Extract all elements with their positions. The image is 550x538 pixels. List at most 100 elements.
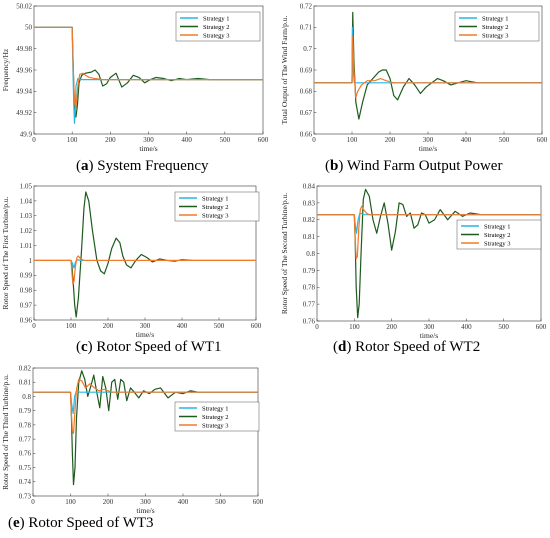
panel-b: 0 100 200 300 400 500 600 0.66 0.67 0.68 0.69 0.7 0.… (279, 0, 550, 180)
caption-c: (c) Rotor Speed of WT1 (76, 339, 222, 355)
caption-a: (a) System Frequency (76, 158, 209, 174)
x-tick-label: 0 (31, 498, 35, 506)
x-tick-label: 500 (499, 136, 510, 144)
y-tick-label: 0.79 (19, 407, 32, 415)
y-tick-label: 1.02 (20, 227, 33, 235)
series-line-3 (317, 205, 541, 260)
x-tick-label: 200 (385, 136, 396, 144)
legend-label-2: Strategy 2 (203, 24, 230, 31)
y-tick-label: 50.02 (16, 2, 32, 10)
panel-e: 0 100 200 300 400 500 600 0.73 0.74 0.75 0.76 0.77 0… (0, 360, 275, 538)
legend-label-1: Strategy 1 (484, 223, 511, 230)
x-axis-label: time/s (419, 144, 437, 153)
chart-rotor-speed-wt2: 0 100 200 300 400 500 600 0.76 0.77 0.78 0.79 0.8 0.… (280, 182, 547, 340)
y-tick-label: 0.96 (20, 316, 33, 324)
x-axis-label: time/s (420, 331, 438, 340)
x-tick-label: 100 (67, 136, 78, 144)
y-tick-label: 0.78 (303, 284, 316, 292)
y-tick-label: 0.84 (303, 182, 316, 190)
x-tick-label: 0 (32, 322, 36, 330)
caption-b: (b) Wind Farm Output Power (325, 158, 503, 174)
x-tick-label: 300 (423, 136, 434, 144)
x-tick-label: 200 (103, 322, 114, 330)
y-tick-label: 0.77 (19, 436, 32, 444)
x-tick-label: 400 (177, 322, 188, 330)
chart-system-frequency: 0 100 200 300 400 500 600 49.9 49.92 49.94 49.96 49… (1, 2, 269, 153)
series-line-3 (34, 26, 263, 108)
legend-label-3: Strategy 3 (203, 32, 230, 39)
y-tick-label: 0.82 (303, 216, 316, 224)
y-tick-label: 0.7 (303, 45, 312, 53)
y-tick-label: 0.79 (303, 267, 316, 275)
x-tick-label: 600 (253, 498, 264, 506)
legend-label-1: Strategy 1 (202, 195, 229, 202)
x-axis-label: time/s (136, 506, 154, 515)
y-tick-label: 1.05 (20, 182, 33, 190)
x-tick-label: 600 (258, 136, 269, 144)
chart-wind-farm-output: 0 100 200 300 400 500 600 0.66 0.67 0.68 0.69 0.7 0.… (280, 2, 548, 153)
y-tick-label: 1.04 (20, 197, 33, 205)
y-axis-label: Rotor Speed of The Third Turbine/p.u. (1, 374, 10, 490)
x-tick-label: 200 (386, 323, 397, 331)
y-tick-label: 1.01 (20, 242, 33, 250)
y-tick-label: 0.66 (300, 130, 313, 138)
x-tick-label: 500 (498, 323, 509, 331)
x-tick-label: 200 (103, 498, 114, 506)
x-tick-label: 400 (461, 323, 472, 331)
y-tick-label: 49.98 (16, 45, 32, 53)
y-tick-label: 0.77 (303, 301, 316, 309)
series-line-3 (314, 35, 542, 99)
y-tick-label: 0.98 (20, 287, 33, 295)
legend-label-3: Strategy 3 (202, 212, 229, 219)
x-tick-label: 300 (140, 498, 151, 506)
y-tick-label: 0.78 (19, 421, 32, 429)
series-line-2 (33, 370, 258, 486)
x-tick-label: 0 (312, 136, 316, 144)
x-tick-label: 0 (32, 136, 36, 144)
x-tick-label: 100 (65, 498, 76, 506)
y-tick-label: 0.81 (19, 379, 32, 387)
y-tick-label: 0.68 (300, 88, 313, 96)
x-tick-label: 300 (140, 322, 151, 330)
y-tick-label: 0.83 (303, 199, 316, 207)
panel-a: 0 100 200 300 400 500 600 49.9 49.92 49.94 49.96 49… (0, 0, 275, 180)
y-tick-label: 49.96 (16, 66, 32, 74)
series-line-2 (34, 26, 263, 118)
y-tick-label: 0.8 (22, 393, 31, 401)
y-tick-label: 0.97 (20, 302, 33, 310)
y-tick-label: 0.82 (19, 364, 32, 372)
panel-d: 0 100 200 300 400 500 600 0.76 0.77 0.78 0.79 0.8 0.… (279, 180, 550, 362)
y-tick-label: 1.03 (20, 212, 33, 220)
y-tick-label: 0.76 (303, 317, 316, 325)
legend-label-1: Strategy 1 (202, 405, 229, 412)
legend-label-2: Strategy 2 (202, 204, 229, 211)
x-tick-label: 600 (251, 322, 262, 330)
x-tick-label: 0 (315, 323, 319, 331)
y-tick-label: 0.67 (300, 109, 313, 117)
plot-frame (316, 185, 542, 322)
series-line-3 (34, 255, 256, 285)
y-axis-label: Frequency/Hz (1, 48, 10, 91)
x-tick-label: 500 (214, 322, 225, 330)
x-tick-label: 400 (461, 136, 472, 144)
x-axis-label: time/s (139, 144, 157, 153)
y-tick-label: 0.81 (303, 233, 316, 241)
x-tick-label: 600 (537, 136, 548, 144)
y-axis-label: Total Output of The Wind Farm/p.u. (280, 16, 289, 125)
legend-label-2: Strategy 2 (202, 414, 229, 421)
legend-label-3: Strategy 3 (484, 240, 511, 247)
series-line-2 (317, 188, 541, 319)
y-tick-label: 0.8 (306, 250, 315, 258)
y-tick-label: 0.71 (300, 24, 313, 32)
panel-c: 0 100 200 300 400 500 600 0.96 0.97 0.98 0.99 1 1.01… (0, 180, 275, 362)
x-tick-label: 400 (178, 498, 189, 506)
y-tick-label: 49.94 (16, 88, 32, 96)
y-tick-label: 1 (29, 257, 33, 265)
x-tick-label: 400 (181, 136, 192, 144)
plot-frame (32, 367, 259, 497)
y-tick-label: 0.72 (300, 2, 313, 10)
y-tick-label: 0.75 (19, 464, 32, 472)
